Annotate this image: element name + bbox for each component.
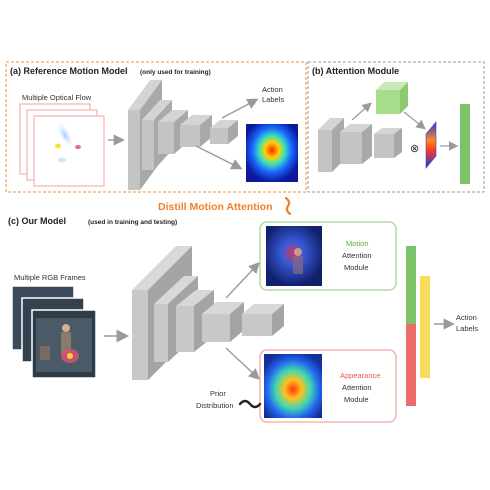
action-labels-a-line2: Labels [262, 95, 284, 104]
motion-attention-line2: Attention [342, 251, 372, 260]
prior-label-line2: Distribution [196, 401, 234, 410]
motion-heatmap [246, 124, 298, 182]
panel-a-title-note: (only used for training) [140, 69, 211, 76]
motion-attention-module: Motion Attention Module [259, 221, 397, 291]
arrow-to-motion-module [225, 261, 260, 299]
prior-tilde-icon [238, 399, 262, 409]
optical-flow-stack [19, 103, 105, 187]
fused-feature-bar [420, 276, 430, 378]
motion-feature-bar [406, 246, 416, 326]
distill-squiggle-icon [284, 196, 292, 216]
distill-label: Distill Motion Attention [158, 201, 273, 213]
attention-output-bar [460, 104, 470, 184]
action-labels-c-line1: Action [456, 313, 477, 322]
rgb-frames-stack [11, 285, 97, 379]
multiply-icon: ⊗ [410, 143, 419, 155]
optical-flow-label: Multiple Optical Flow [22, 93, 92, 102]
attention-cnn [318, 118, 402, 172]
rgb-frames-label: Multiple RGB Frames [14, 273, 86, 282]
prior-label-line1: Prior [210, 389, 226, 398]
panel-a: (a) Reference Motion Model (only used fo… [5, 61, 307, 193]
panel-b-border [307, 61, 485, 193]
panel-c-title-note: (used in training and testing) [88, 219, 177, 226]
main-cnn [132, 246, 284, 380]
motion-word: Motion [346, 239, 369, 248]
motion-cnn [128, 80, 238, 190]
panel-c-title: (c) Our Model [8, 216, 66, 226]
green-attention-block [376, 82, 408, 114]
arrow-green-to-map [403, 111, 426, 130]
arrow-cnn-to-green [351, 102, 372, 121]
appearance-attention-image [264, 354, 322, 418]
appearance-attention-module: Appearance Attention Module [259, 349, 397, 423]
action-labels-a-line1: Action [262, 85, 283, 94]
attention-map [425, 121, 437, 169]
appearance-feature-bar [406, 324, 416, 406]
panel-a-border [5, 61, 307, 193]
appearance-attention-line3: Module [344, 395, 369, 404]
arrow-to-heatmap-a [195, 145, 243, 170]
action-labels-c-line2: Labels [456, 324, 478, 333]
appearance-word: Appearance [340, 371, 380, 380]
panel-a-title: (a) Reference Motion Model [10, 66, 128, 76]
arrow-to-action-labels-a [221, 98, 259, 119]
panel-b: (b) Attention Module ⊗ [307, 61, 485, 193]
appearance-attention-line2: Attention [342, 383, 372, 392]
panel-b-title: (b) Attention Module [312, 66, 399, 76]
panel-c: (c) Our Model (used in training and test… [8, 216, 478, 423]
motion-attention-line3: Module [344, 263, 369, 272]
arrow-to-appearance-module [225, 347, 261, 380]
